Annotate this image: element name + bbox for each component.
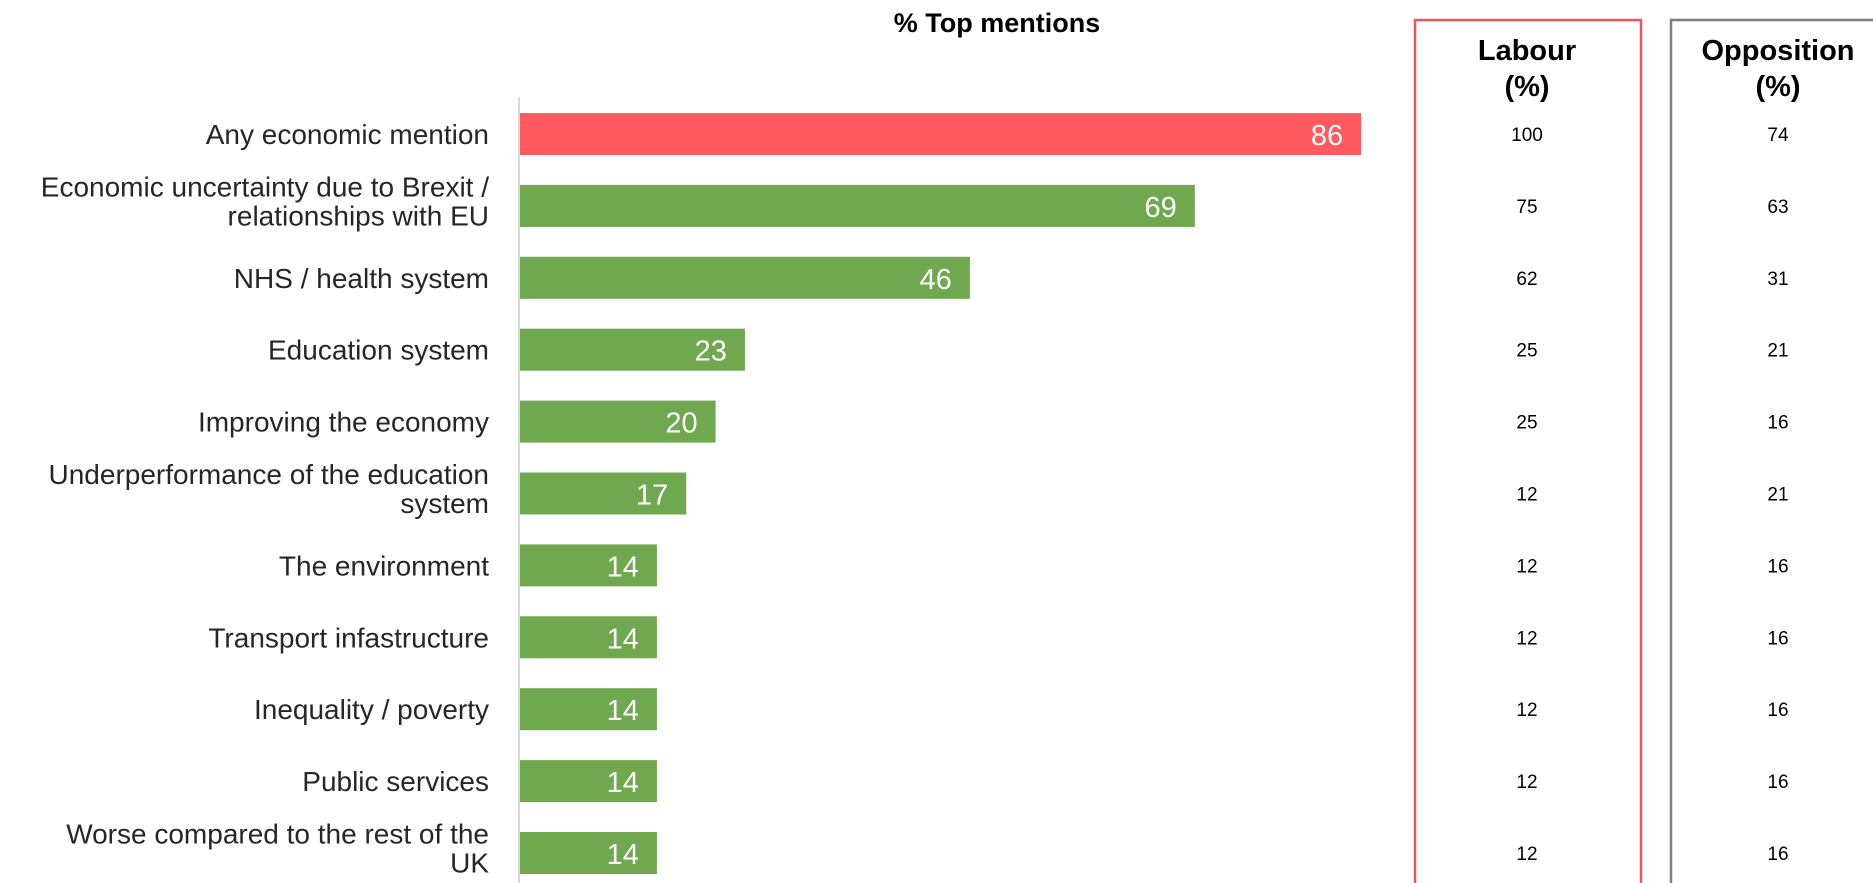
column-header: Opposition <box>1701 35 1854 67</box>
bar-value-label: 14 <box>607 839 639 871</box>
column-value: 16 <box>1767 772 1788 793</box>
comparison-column: Labour (%) 100 75 62 25 25 12 12 12 12 12 12 <box>1413 18 1643 883</box>
bars-group: 86 Any economic mention 69 Economic uncerta… <box>41 113 1362 879</box>
category-label: Inequality / poverty <box>254 694 489 725</box>
bar-value-label: 14 <box>607 695 639 727</box>
column-value: 12 <box>1516 772 1537 793</box>
bar-value-label: 14 <box>607 767 639 799</box>
column-value: 25 <box>1516 413 1537 434</box>
category-label: Transport infastructure <box>208 622 489 653</box>
column-value: 12 <box>1516 844 1537 865</box>
column-header: (%) <box>1504 71 1549 103</box>
column-value: 16 <box>1767 556 1788 577</box>
category-label: Economic uncertainty due to Brexit / <box>41 171 489 202</box>
bar-row: 14 Inequality / poverty <box>254 688 657 731</box>
bar-row: 46 NHS / health system <box>234 256 970 299</box>
category-label: Improving the economy <box>198 407 489 438</box>
column-value: 16 <box>1767 413 1788 434</box>
bar-value-label: 46 <box>920 264 952 296</box>
bar <box>520 256 970 299</box>
bar-row: 23 Education system <box>268 328 745 371</box>
bar-value-label: 14 <box>607 623 639 655</box>
category-label: Any economic mention <box>206 119 489 150</box>
bar <box>520 544 657 587</box>
column-header: Labour <box>1478 35 1576 67</box>
bar-value-label: 17 <box>636 480 668 512</box>
column-frame <box>1413 18 1643 883</box>
column-value: 31 <box>1767 269 1788 290</box>
bar <box>520 688 657 731</box>
bar-row: 69 Economic uncertainty due to Brexit /re… <box>41 171 1195 231</box>
bar-value-label: 20 <box>665 408 697 440</box>
column-header: (%) <box>1755 71 1800 103</box>
column-value: 12 <box>1516 700 1537 721</box>
bar-row: 20 Improving the economy <box>198 400 716 443</box>
column-value: 75 <box>1516 197 1537 218</box>
bar-value-label: 14 <box>607 551 639 583</box>
bar-value-label: 23 <box>695 336 727 368</box>
bar <box>520 832 657 874</box>
column-value: 21 <box>1767 341 1788 362</box>
bar-row: 14 Public services <box>302 760 657 803</box>
category-label: Underperformance of the education <box>49 459 490 490</box>
column-value: 12 <box>1516 485 1537 506</box>
column-value: 12 <box>1516 556 1537 577</box>
category-label: Public services <box>302 766 489 797</box>
chart-title: % Top mentions <box>894 8 1101 38</box>
bar <box>520 616 657 659</box>
category-label: system <box>400 488 489 519</box>
bar-row: 86 Any economic mention <box>206 113 1362 155</box>
column-value: 21 <box>1767 485 1788 506</box>
category-label: Worse compared to the rest of the <box>66 819 489 850</box>
column-value: 16 <box>1767 628 1788 649</box>
bar-row: 17 Underperformance of the educationsyste… <box>49 459 687 519</box>
bar <box>520 184 1195 227</box>
category-label: The environment <box>279 550 489 581</box>
column-value: 16 <box>1767 844 1788 865</box>
column-value: 12 <box>1516 628 1537 649</box>
bar <box>520 113 1362 155</box>
bar <box>520 400 716 443</box>
column-value: 63 <box>1767 197 1788 218</box>
comparison-columns: Labour (%) 100 75 62 25 25 12 12 12 12 12 12 Oppositi… <box>1413 18 1873 883</box>
column-value: 25 <box>1516 341 1537 362</box>
category-label: UK <box>450 848 489 879</box>
category-label: Education system <box>268 335 489 366</box>
column-value: 62 <box>1516 269 1537 290</box>
bar <box>520 472 687 515</box>
column-frame <box>1669 18 1873 883</box>
bar-row: 14 The environment <box>279 544 657 587</box>
bar-value-label: 69 <box>1145 192 1177 224</box>
bar <box>520 328 745 371</box>
column-value: 100 <box>1511 125 1543 146</box>
category-label: NHS / health system <box>234 263 489 294</box>
column-value: 74 <box>1767 125 1789 146</box>
category-label: relationships with EU <box>228 200 489 231</box>
bar-row: 14 Transport infastructure <box>208 616 657 659</box>
comparison-column: Opposition (%) 74 63 31 21 16 21 16 16 16 16 16 <box>1669 18 1873 883</box>
column-value: 16 <box>1767 700 1788 721</box>
bar <box>520 760 657 803</box>
bar-value-label: 86 <box>1311 120 1343 152</box>
